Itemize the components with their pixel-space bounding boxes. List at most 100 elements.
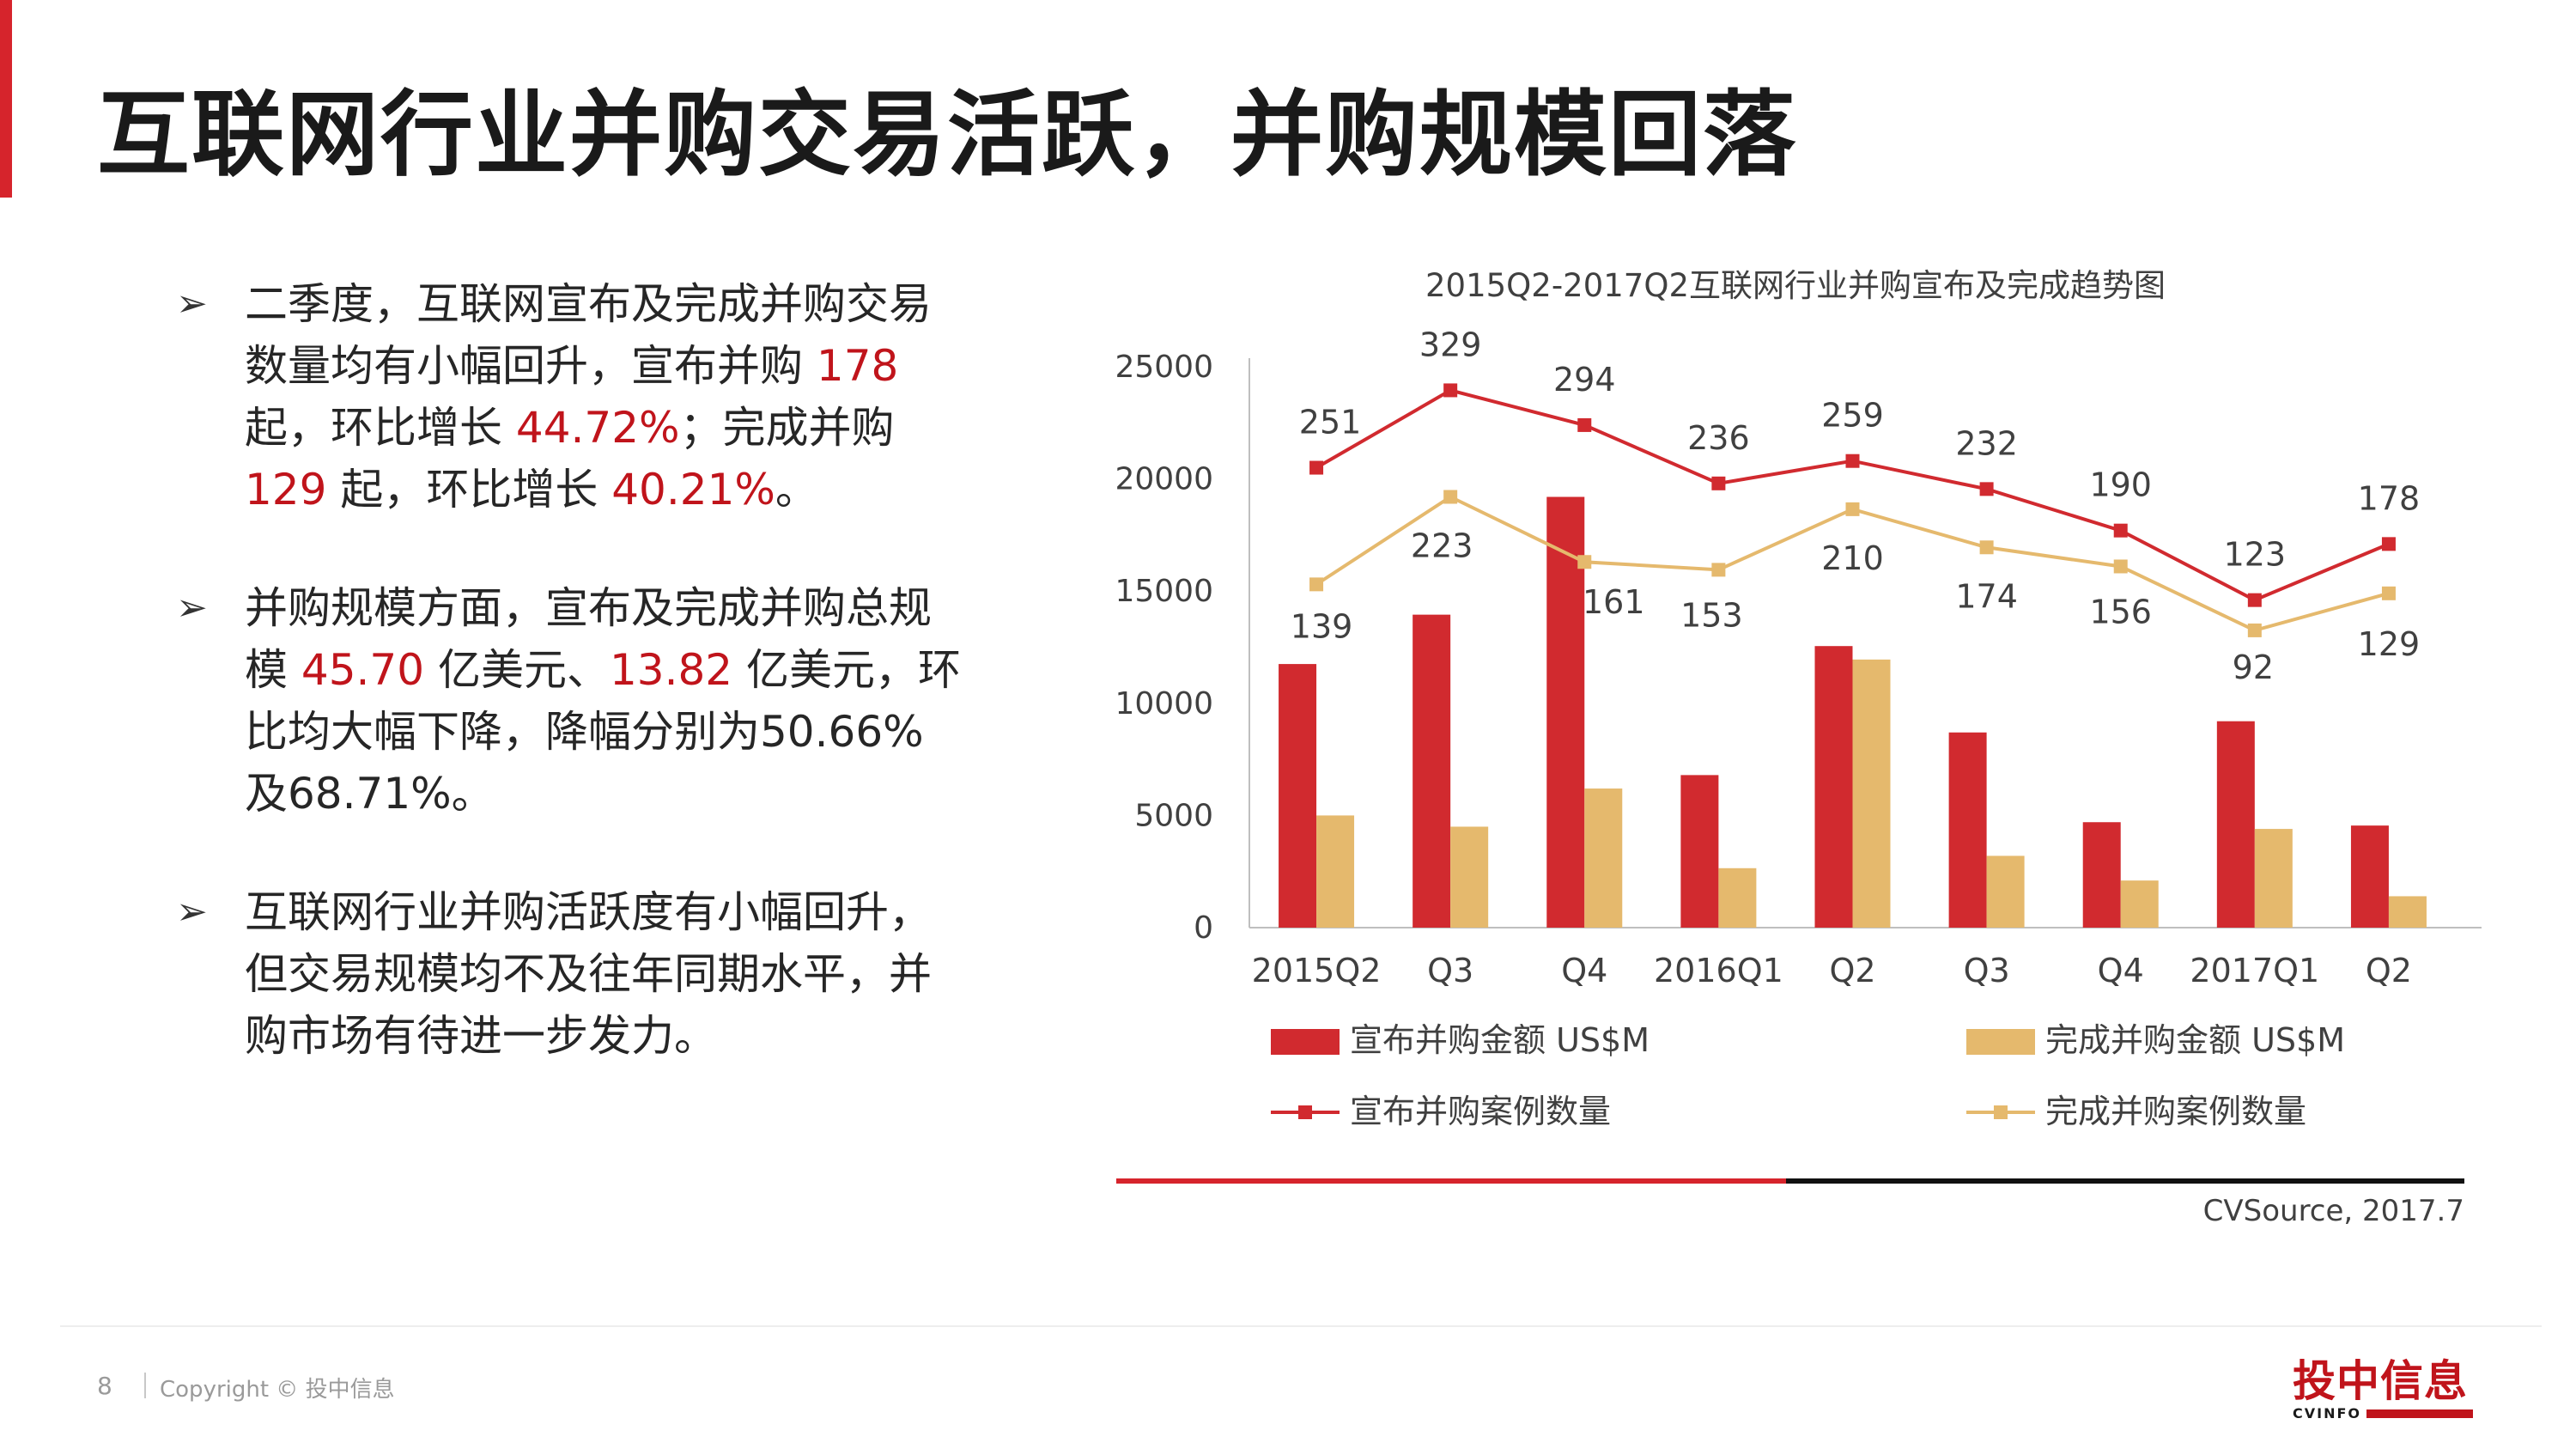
x-tick-label: 2016Q1 (1654, 952, 1783, 989)
x-tick-label: Q3 (1964, 952, 2010, 989)
page-number: 8 (97, 1372, 112, 1400)
bullet-text-segment: 亿美元，环比均大幅下降，降幅分别为50.66%及68.71%。 (245, 645, 961, 819)
legend-swatch (1966, 1029, 2035, 1055)
x-tick-label: 2017Q1 (2190, 952, 2319, 989)
line-marker (2381, 537, 2396, 551)
bar (1450, 826, 1489, 928)
x-tick-label: Q4 (2098, 952, 2144, 989)
bullet-text: 二季度，互联网宣布及完成并购交易数量均有小幅回升，宣布并购 178 起，环比增长… (245, 273, 966, 521)
bullet-list: ➢ 二季度，互联网宣布及完成并购交易数量均有小幅回升，宣布并购 178 起，环比… (176, 273, 966, 1123)
bar (1279, 664, 1317, 928)
copyright-text: Copyright © 投中信息 (160, 1377, 395, 1403)
bar (1948, 732, 1987, 928)
data-label: 251 (1299, 404, 1362, 441)
x-tick-label: Q2 (2366, 952, 2412, 989)
line-marker (2113, 559, 2128, 574)
data-label: 210 (1821, 539, 1884, 577)
source-note: CVSource, 2017.7 (2203, 1194, 2464, 1228)
x-tick-label: 2015Q2 (1252, 952, 1382, 989)
arrow-bullet-icon: ➢ (176, 890, 208, 934)
bullet-item: ➢ 并购规模方面，宣布及完成并购总规模 45.70 亿美元、13.82 亿美元，… (176, 577, 966, 825)
line-marker (1711, 476, 1726, 490)
bar (1413, 614, 1451, 928)
bar (1986, 855, 2025, 928)
highlight-value: 129 (245, 465, 327, 514)
line-marker (1577, 555, 1592, 569)
source-rule-red (1116, 1178, 1786, 1184)
ma-trend-chart: 0 5000 10000 15000 20000 25000 2015Q2 Q3 Q4 2016Q… (1115, 326, 2482, 1228)
legend-marker (1994, 1105, 2008, 1119)
y-tick-label: 15000 (1115, 574, 1213, 609)
line-marker (1979, 482, 1994, 496)
legend-swatch (1271, 1029, 1340, 1055)
data-label: 153 (1680, 596, 1743, 634)
highlight-value: 45.70 (301, 645, 425, 695)
arrow-bullet-icon: ➢ (176, 586, 208, 630)
bullet-text-segment: 亿美元、 (424, 645, 610, 695)
data-label: 129 (2358, 625, 2421, 663)
bar (2082, 822, 2121, 928)
legend-marker (1298, 1105, 1312, 1119)
bar (1316, 815, 1355, 928)
bullet-item: ➢ 二季度，互联网宣布及完成并购交易数量均有小幅回升，宣布并购 178 起，环比… (176, 273, 966, 521)
cvinfo-logo: 投中信息 CVINFO (2293, 1359, 2473, 1428)
legend-label: 完成并购案例数量 (2045, 1093, 2306, 1130)
y-tick-label: 25000 (1115, 350, 1213, 385)
y-tick-label: 10000 (1115, 686, 1213, 721)
data-label: 329 (1419, 326, 1482, 363)
bar (2388, 896, 2427, 928)
logo-sub-row: CVINFO (2293, 1405, 2473, 1422)
highlight-value: 178 (816, 341, 899, 391)
bar (2350, 825, 2389, 928)
line-marker (1711, 563, 1726, 577)
bar (1584, 788, 1623, 928)
bar (1680, 775, 1719, 928)
line-marker (1443, 490, 1458, 504)
data-label: 223 (1411, 527, 1473, 564)
footer-divider (60, 1325, 2542, 1327)
bar (2254, 829, 2293, 928)
line-marker (1845, 502, 1860, 516)
footer-separator (144, 1373, 146, 1398)
y-tick-label: 20000 (1115, 462, 1213, 497)
data-label: 174 (1955, 577, 2018, 615)
bullet-text-segment: 起，环比增长 (326, 465, 612, 514)
line-marker (2381, 586, 2396, 600)
line-marker (1309, 460, 1324, 475)
line-marker (2247, 593, 2262, 607)
legend-label: 宣布并购案例数量 (1350, 1093, 1611, 1130)
data-label: 232 (1955, 424, 2018, 462)
bullet-text: 互联网行业并购活跃度有小幅回升，但交易规模均不及往年同期水平，并购市场有待进一步… (245, 881, 966, 1067)
y-tick-label: 5000 (1134, 798, 1213, 833)
data-label: 259 (1821, 397, 1884, 435)
highlight-value: 40.21% (611, 465, 775, 514)
bar (1852, 659, 1891, 928)
source-rule-black (1786, 1178, 2464, 1184)
data-label: 236 (1687, 419, 1750, 457)
x-tick-label: Q4 (1561, 952, 1607, 989)
x-tick-label: Q3 (1427, 952, 1473, 989)
data-label: 190 (2089, 466, 2152, 504)
bar (1814, 646, 1853, 928)
data-label: 123 (2224, 536, 2287, 574)
bullet-text-segment: 并购规模方面，宣布及完成并购总规模 (245, 583, 932, 695)
bullet-text-segment: 起，环比增长 (245, 403, 516, 453)
x-tick-label: Q2 (1829, 952, 1875, 989)
bullet-text-segment: 。 (775, 465, 818, 514)
logo-subtext: CVINFO (2293, 1405, 2361, 1422)
bullet-text: 并购规模方面，宣布及完成并购总规模 45.70 亿美元、13.82 亿美元，环比… (245, 577, 966, 825)
logo-stripe (2366, 1409, 2473, 1418)
data-label: 294 (1553, 361, 1616, 399)
bullet-text-segment: 二季度，互联网宣布及完成并购交易数量均有小幅回升，宣布并购 (245, 279, 932, 391)
data-label: 178 (2358, 479, 2421, 517)
bullet-item: ➢ 互联网行业并购活跃度有小幅回升，但交易规模均不及往年同期水平，并购市场有待进… (176, 881, 966, 1067)
legend-label: 完成并购金额 US$M (2045, 1021, 2345, 1059)
line-marker (1577, 417, 1592, 432)
bullet-text-segment: 互联网行业并购活跃度有小幅回升，但交易规模均不及往年同期水平，并购市场有待进一步… (245, 887, 932, 1061)
bar (2216, 721, 2255, 928)
data-label: 156 (2089, 593, 2152, 630)
logo-wordmark: 投中信息 (2293, 1356, 2468, 1406)
line-marker (1845, 454, 1860, 468)
line-marker (1979, 540, 1994, 555)
bar (2120, 880, 2159, 928)
